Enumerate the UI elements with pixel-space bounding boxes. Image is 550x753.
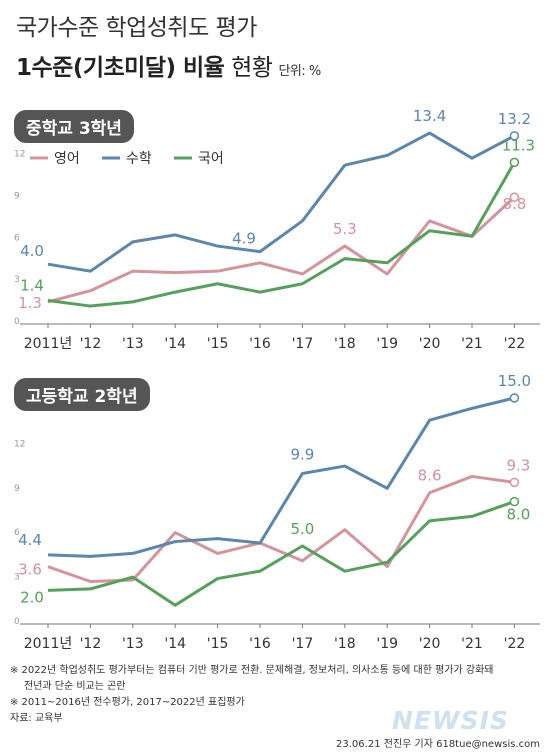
data-label: 3.6 — [18, 561, 42, 579]
x-tick-label: '19 — [376, 336, 398, 352]
x-tick-label: 2011년 — [24, 336, 73, 352]
series-line-국어 — [47, 500, 515, 607]
x-tick-label: '20 — [419, 336, 441, 352]
chart-2: 036912152011년'12'13'14'15'16'17'18'19'20… — [14, 372, 540, 652]
y-tick-label: 0 — [14, 617, 20, 627]
data-label: 9.3 — [506, 456, 530, 474]
x-tick-label: '17 — [292, 636, 314, 652]
x-tick-label: '20 — [419, 636, 441, 652]
y-tick-label: 9 — [14, 484, 20, 494]
x-tick-label: '17 — [292, 336, 314, 352]
data-label: 13.4 — [413, 107, 446, 125]
data-label: 1.4 — [20, 276, 44, 294]
source: 자료: 교육부 — [10, 713, 63, 724]
legend-label: 국어 — [198, 151, 224, 167]
unit-label: 단위: % — [278, 64, 321, 79]
x-tick-label: '18 — [334, 636, 356, 652]
watermark-logo: NEWSIS — [392, 706, 509, 735]
data-label: 5.0 — [290, 520, 314, 538]
data-label: 5.3 — [333, 220, 357, 238]
end-marker — [509, 477, 520, 488]
end-marker — [509, 496, 520, 507]
data-label: 2.0 — [20, 588, 44, 606]
data-label: 13.2 — [498, 110, 531, 128]
y-tick-label: 12 — [14, 439, 25, 449]
end-marker — [509, 131, 520, 141]
y-tick-label: 0 — [14, 317, 20, 327]
series-line-영어 — [47, 196, 516, 304]
x-tick-label: '13 — [122, 636, 144, 652]
x-tick-label: '15 — [207, 336, 229, 352]
title-line1: 국가수준 학업성취도 평가 — [16, 15, 257, 41]
footnote-3: ※ 2011~2016년 전수평가, 2017~2022년 표집평가 — [10, 697, 245, 708]
x-tick-label: '14 — [164, 636, 186, 652]
data-label: 8.0 — [506, 506, 530, 524]
end-marker — [509, 192, 520, 202]
credit: 23.06.21 전진우 기자 618tue@newsis.com — [336, 739, 540, 750]
data-label: 1.3 — [18, 294, 42, 312]
data-label: 15.0 — [498, 372, 531, 390]
data-label: 8.6 — [418, 467, 442, 485]
data-label: 4.9 — [232, 230, 256, 248]
footnotes: ※ 2022년 학업성취도 평가부터는 컴퓨터 기반 평가로 전환. 문제해결,… — [10, 663, 493, 727]
end-marker — [509, 157, 520, 168]
x-tick-label: '16 — [249, 336, 271, 352]
x-tick-label: '21 — [461, 636, 483, 652]
series-line-수학 — [47, 396, 515, 558]
x-tick-label: 2011년 — [24, 636, 73, 652]
y-tick-label: 3 — [14, 275, 20, 285]
end-marker — [509, 393, 520, 403]
series-line-수학 — [47, 131, 516, 273]
x-tick-label: '12 — [80, 336, 102, 352]
title-main: 1수준(기초미달) 비율 — [16, 55, 225, 81]
y-tick-label: 3 — [14, 573, 20, 583]
series-line-영어 — [47, 474, 515, 584]
data-label: 9.9 — [290, 445, 314, 463]
x-tick-label: '18 — [334, 336, 356, 352]
data-label: 8.8 — [502, 195, 526, 213]
chart2-title-badge: 고등학교 2학년 — [14, 378, 150, 411]
footnote-1: ※ 2022년 학업성취도 평가부터는 컴퓨터 기반 평가로 전환. 문제해결,… — [10, 665, 494, 676]
legend-label: 영어 — [54, 151, 80, 167]
y-tick-label: 9 — [14, 191, 20, 201]
x-tick-label: '14 — [164, 336, 186, 352]
x-tick-label: '19 — [376, 636, 398, 652]
x-tick-label: '21 — [461, 336, 483, 352]
x-tick-label: '22 — [504, 336, 526, 352]
x-tick-label: '22 — [504, 636, 526, 652]
title-suffix: 현황 — [224, 55, 273, 81]
footnote-2: 전년과 단순 비교는 곤란 — [24, 681, 126, 692]
series-line-국어 — [47, 161, 516, 308]
charts-svg: 0 3 6 9 12 2011년 '12 '13 '14 '15 '16 '17 '18 '19 '20 '2… — [14, 107, 540, 652]
y-tick-label: 12 — [14, 150, 25, 160]
data-label: 4.0 — [20, 242, 44, 260]
legend-label: 수학 — [126, 151, 152, 167]
chart1-title-badge: 중학교 3학년 — [14, 110, 134, 143]
x-tick-label: '16 — [249, 636, 271, 652]
data-label: 11.3 — [502, 136, 535, 154]
y-tick-label: 6 — [14, 528, 20, 538]
x-tick-label: '15 — [207, 636, 229, 652]
y-tick-label: 6 — [14, 233, 20, 243]
x-tick-label: '12 — [80, 636, 102, 652]
data-label: 4.4 — [18, 531, 42, 549]
chart-1: 0 3 6 9 12 2011년 '12 '13 '14 '15 '16 '17 '18 '19 '20 '2… — [14, 107, 540, 352]
x-tick-label: '13 — [122, 336, 144, 352]
title-line2: 1수준(기초미달) 비율 현황 단위: % — [16, 48, 321, 82]
